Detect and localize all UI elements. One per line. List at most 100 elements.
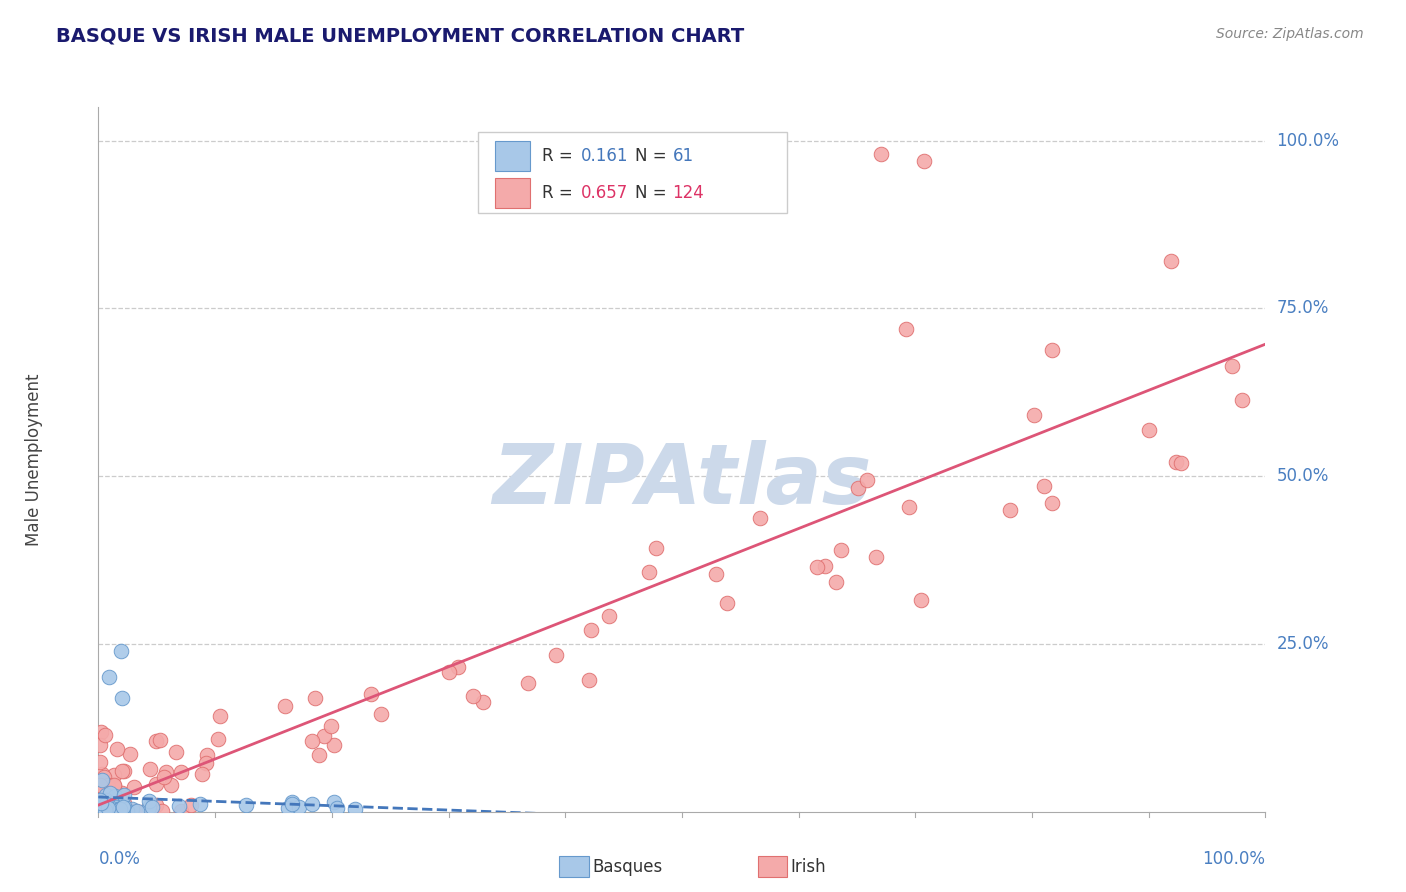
Point	[104, 800, 127, 814]
Text: 124: 124	[672, 184, 704, 202]
Point	[141, 800, 163, 814]
Point	[91, 797, 114, 811]
Point	[112, 800, 135, 814]
Point	[112, 797, 135, 811]
Point	[120, 747, 142, 761]
Point	[150, 804, 173, 818]
Point	[912, 153, 935, 168]
Point	[90, 803, 112, 817]
Point	[94, 792, 117, 806]
Point	[1022, 408, 1045, 422]
Text: 0.657: 0.657	[581, 184, 627, 202]
Point	[108, 804, 131, 818]
Point	[120, 804, 142, 818]
Point	[471, 695, 494, 709]
Point	[104, 789, 127, 803]
Point	[101, 804, 124, 818]
Point	[91, 803, 114, 817]
Point	[127, 804, 149, 818]
Point	[896, 321, 918, 335]
Text: N =: N =	[636, 147, 672, 165]
Point	[89, 795, 111, 809]
Point	[145, 798, 167, 813]
Point	[115, 804, 138, 818]
Point	[112, 788, 135, 802]
Bar	[758, 856, 787, 877]
FancyBboxPatch shape	[495, 141, 530, 170]
Point	[149, 733, 172, 747]
Point	[94, 802, 117, 816]
Point	[94, 786, 117, 800]
Point	[108, 802, 131, 816]
Point	[865, 549, 887, 564]
Point	[208, 709, 231, 723]
Point	[111, 804, 134, 818]
Point	[97, 798, 120, 813]
Point	[190, 767, 212, 781]
Text: 50.0%: 50.0%	[1277, 467, 1329, 485]
Point	[89, 804, 111, 818]
Point	[110, 794, 132, 808]
Point	[124, 780, 146, 795]
Point	[145, 777, 167, 791]
Point	[312, 729, 335, 743]
Point	[1170, 456, 1192, 470]
Point	[103, 804, 125, 818]
Point	[188, 797, 211, 812]
Point	[89, 756, 111, 770]
Point	[98, 797, 121, 812]
Point	[138, 794, 160, 808]
Point	[103, 768, 125, 782]
Point	[89, 778, 111, 792]
Point	[281, 797, 304, 812]
Point	[170, 765, 193, 780]
Point	[814, 559, 837, 574]
Point	[89, 804, 111, 818]
Point	[98, 804, 121, 818]
Point	[581, 623, 603, 637]
Text: 61: 61	[672, 147, 693, 165]
Point	[93, 798, 115, 813]
Point	[118, 804, 141, 818]
Text: BASQUE VS IRISH MALE UNEMPLOYMENT CORRELATION CHART: BASQUE VS IRISH MALE UNEMPLOYMENT CORREL…	[56, 27, 745, 45]
Point	[97, 804, 120, 818]
Point	[110, 802, 132, 816]
Point	[360, 687, 382, 701]
Point	[308, 747, 330, 762]
Point	[287, 799, 309, 814]
Point	[98, 804, 121, 818]
Point	[1137, 423, 1160, 437]
Text: ZIPAtlas: ZIPAtlas	[492, 440, 872, 521]
Text: 0.161: 0.161	[581, 147, 628, 165]
Point	[90, 799, 112, 814]
Text: 25.0%: 25.0%	[1277, 635, 1329, 653]
Point	[96, 804, 118, 818]
Point	[96, 790, 118, 805]
Point	[1040, 496, 1063, 510]
Point	[104, 804, 127, 818]
Point	[93, 771, 115, 785]
Point	[544, 648, 567, 662]
Point	[1033, 479, 1056, 493]
Point	[121, 802, 143, 816]
Point	[343, 802, 366, 816]
Point	[160, 778, 183, 792]
Point	[124, 804, 146, 818]
Point	[998, 502, 1021, 516]
Point	[1160, 254, 1182, 268]
Point	[277, 801, 299, 815]
Point	[115, 804, 138, 818]
Point	[100, 804, 122, 818]
Point	[194, 756, 217, 771]
Point	[846, 481, 869, 495]
Point	[180, 797, 202, 812]
Point	[98, 786, 121, 800]
Point	[855, 473, 877, 487]
Point	[96, 788, 118, 802]
Point	[153, 770, 176, 784]
Text: N =: N =	[636, 184, 672, 202]
Point	[138, 799, 160, 814]
Point	[437, 665, 460, 680]
Text: 0.0%: 0.0%	[98, 850, 141, 869]
Point	[94, 795, 117, 809]
